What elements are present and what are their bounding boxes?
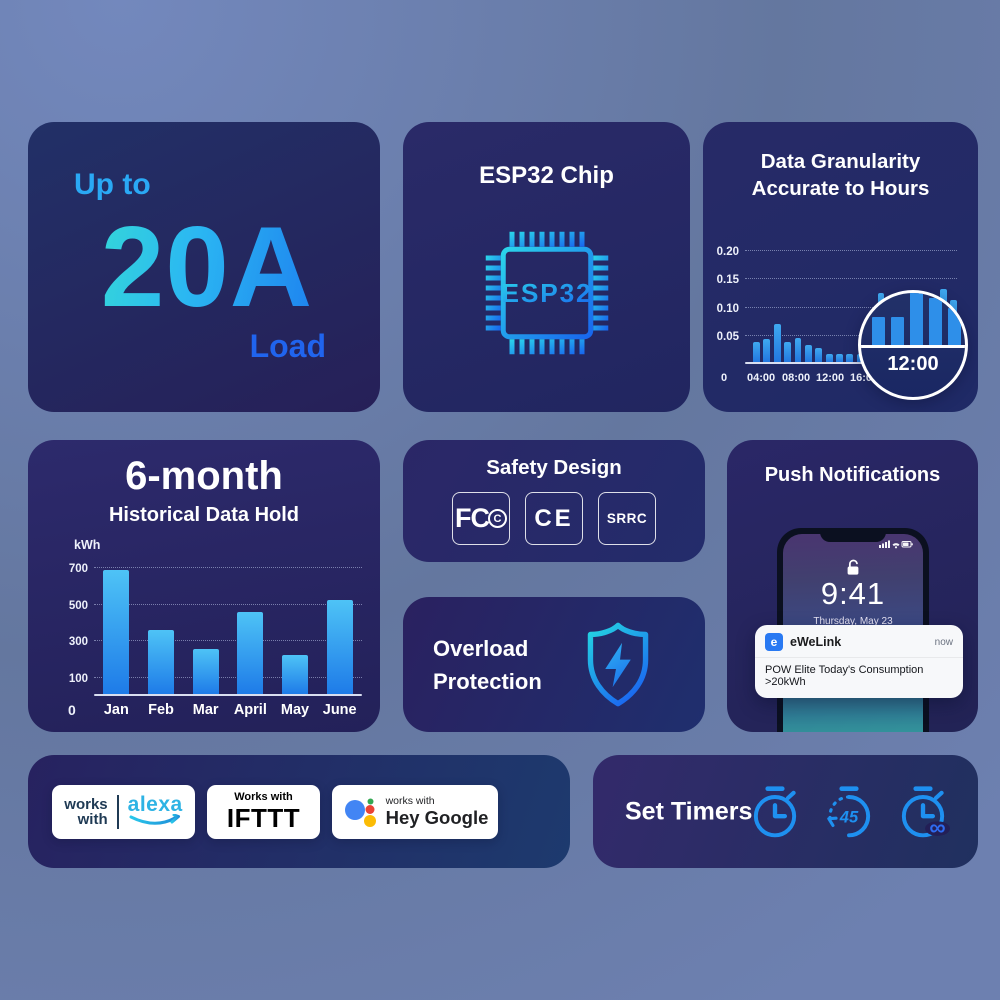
fcc-mark: FC [455,503,490,533]
history-x-axis: Jan Feb Mar April May June [103,702,357,718]
chip-card-title: ESP32 Chip [479,162,614,189]
works-with-alexa-badge: works with alexa [52,784,195,839]
phone-notch [820,528,886,542]
shield-lightning-icon [587,622,649,706]
status-bar-icons [879,540,913,549]
card-data-granularity: Data Granularity Accurate to Hours 0.05 0… [703,122,978,412]
card-works-with: works with alexa Works with IFTTT [28,755,570,868]
history-title: 6-month [125,454,283,498]
card-max-load: Up to 20A Load [28,122,380,412]
fcc-badge: FC C [452,492,510,545]
unlock-icon [847,559,859,575]
schedule-timer-icon [753,785,797,837]
alexa-divider [116,794,119,829]
history-chart: 100 300 500 700 [69,558,362,696]
granularity-title: Data Granularity Accurate to Hours [751,150,930,200]
load-prefix: Up to [74,168,151,201]
srrc-badge: SRRC [598,492,656,545]
magnifier-bars [872,293,961,345]
card-push-notifications: Push Notifications [727,440,978,732]
ewelink-app-icon: e [765,633,783,651]
notification-app-name: eWeLink [790,635,842,649]
ifttt-wordmark: IFTTT [226,803,301,833]
card-history: 6-month Historical Data Hold kWh 100 300 5… [28,440,380,732]
magnifier-label: 12:00 [887,353,939,376]
esp32-chip-icon: ESP32 [485,231,608,355]
card-safety: Safety Design FC C CE SRRC [403,440,705,562]
magnifier-circle: 12:00 [858,290,968,400]
overload-text: Overload Protection [433,635,542,694]
countdown-value: 45 [839,807,859,826]
works-with-ifttt-badge: Works with IFTTT [207,784,320,839]
certification-badges: FC C CE SRRC [403,492,705,545]
chip-label: ESP32 [501,278,592,308]
countdown-timer-icon: 45 [827,785,871,837]
infinity-glyph: ∞ [929,813,945,839]
timers-title: Set Timers [625,797,753,825]
google-wordmark: Hey Google [385,807,489,828]
history-origin-label: 0 [68,702,76,718]
ce-badge: CE [525,492,583,545]
history-subtitle: Historical Data Hold [108,504,300,526]
safety-title: Safety Design [486,456,622,479]
alexa-works-with-label: works with [64,795,108,828]
ifttt-works-with-label: Works with [234,791,293,803]
load-suffix: Load [249,328,326,364]
phone-time: 9:41 [820,576,886,611]
card-overload: Overload Protection [403,597,705,732]
works-with-google-badge: works with Hey Google [332,784,498,839]
google-works-with-label: works with [385,794,435,807]
notification-banner: e eWeLink now POW Elite Today's Consumpt… [755,625,963,698]
alexa-wordmark: alexa [127,793,183,816]
alexa-smile-icon [129,814,181,825]
push-title: Push Notifications [764,464,941,486]
history-unit-label: kWh [74,538,101,552]
load-value: 20A [58,202,356,333]
fcc-circle-c: C [488,509,507,528]
phone-date: Thursday, May 23 [813,616,893,627]
notification-timestamp: now [934,636,953,648]
notification-message: POW Elite Today's Consumption >20kWh [755,657,963,698]
card-set-timers: Set Timers 45 [593,755,978,868]
google-assistant-icon [344,798,376,827]
magnifier-axis-line [861,345,965,348]
card-esp32-chip: ESP32 Chip ESP32 [403,122,690,412]
loop-timer-icon: ∞ [901,785,950,839]
